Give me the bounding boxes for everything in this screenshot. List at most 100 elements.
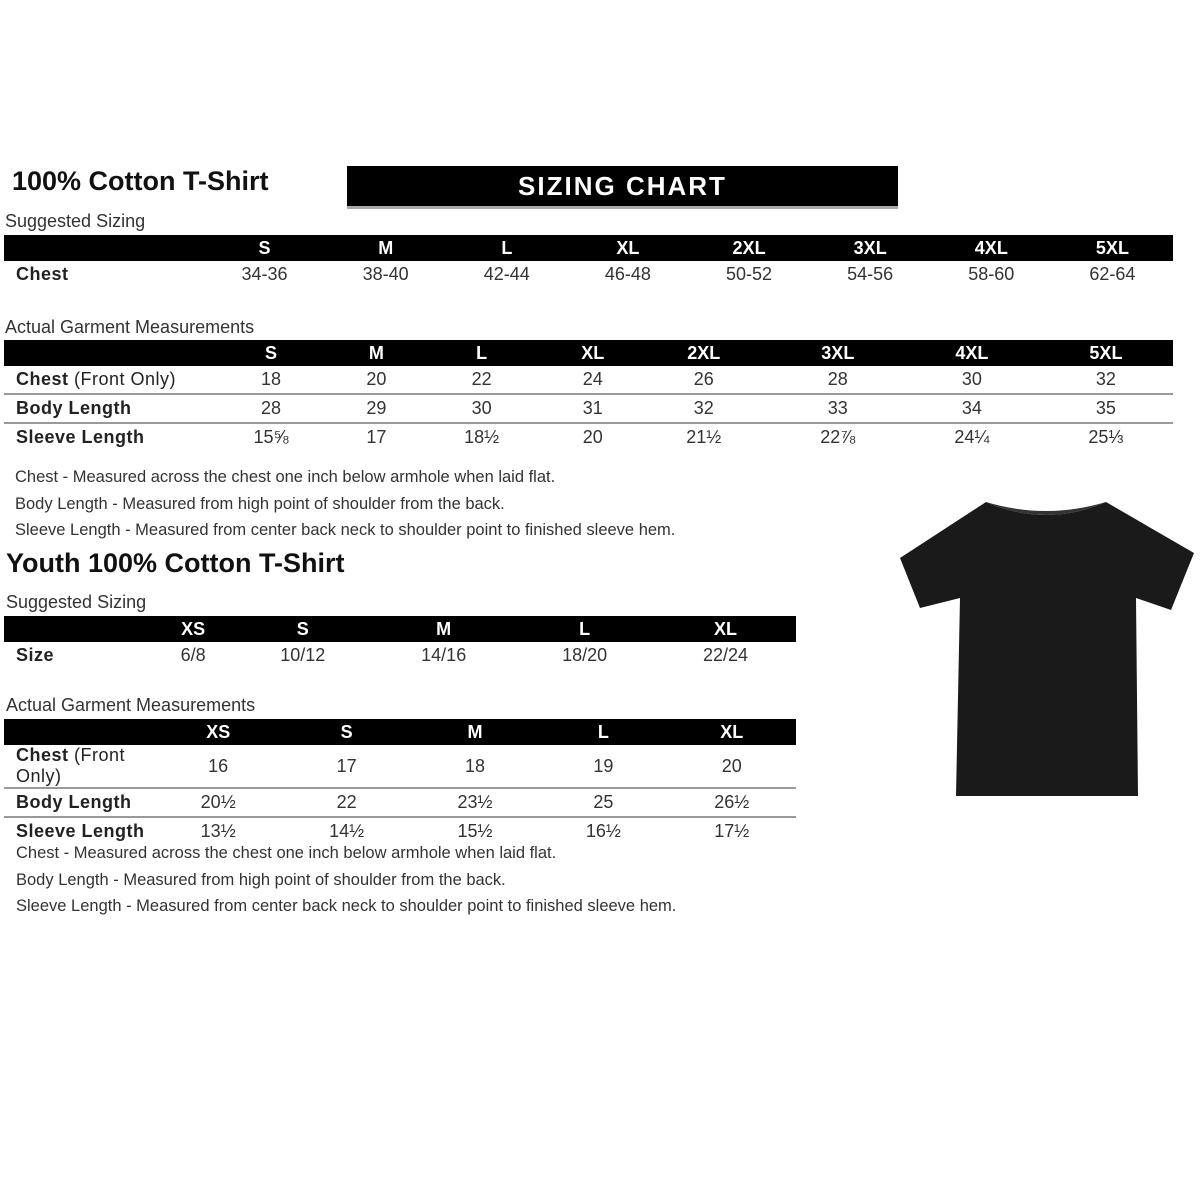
table-row: Sleeve Length 15⅝ 17 18½ 20 21½ 22⅞ 24¼ 25⅓ [4,423,1173,451]
youth-notes: Chest - Measured across the chest one in… [16,840,676,920]
youth-suggested-table: XS S M L XL Size 6/8 10/12 14/16 18/20 22/24 [4,616,796,669]
table-row: Chest (Front Only) 16 17 18 19 20 [4,745,796,789]
table-cell: 18½ [464,427,500,447]
size-header-row: XS S M L XL [4,719,796,745]
table-cell: 34 [904,394,1039,424]
table-cell: 14½ [329,821,365,841]
table-cell: 38-40 [362,264,409,284]
table-cell: 10/12 [280,645,326,665]
table-cell: 34-36 [241,264,288,284]
size-header: S [204,235,326,261]
size-header: M [373,616,515,642]
table-cell: 16 [154,745,283,789]
table-cell: 42-44 [483,264,530,284]
table-cell: 17 [366,427,387,447]
table-row: Chest 34-36 38-40 42-44 46-48 50-52 54-56 58-60… [4,261,1173,288]
table-cell: 18 [204,366,339,395]
note-line: Sleeve Length - Measured from center bac… [16,897,677,915]
table-cell: 24¼ [954,427,990,447]
table-cell: 46-48 [604,264,651,284]
table-cell: 20 [667,745,796,789]
table-cell: 16½ [585,821,621,841]
row-label: Chest [16,264,69,284]
size-header: 3XL [809,235,931,261]
table-cell: 22 [414,366,549,395]
note-line: Sleeve Length - Measured from center bac… [15,521,676,539]
table-cell: 23½ [410,788,540,818]
size-header: L [446,235,568,261]
table-cell: 13½ [200,821,236,841]
sizing-chart-banner: SIZING CHART [347,166,898,209]
size-header: 5XL [1051,235,1173,261]
table-cell: 50-52 [726,264,773,284]
size-header: L [414,340,549,366]
table-cell: 32 [636,394,771,424]
size-header: S [282,719,411,745]
table-cell: 25⅓ [1088,427,1124,447]
note-line: Body Length - Measured from high point o… [16,870,506,889]
size-header: XL [567,235,689,261]
tshirt-icon [900,502,1194,796]
size-header: XL [548,340,637,366]
row-label: Chest (Front Only) [4,745,154,789]
table-cell: 32 [1038,366,1173,395]
table-cell: 17 [282,745,411,789]
row-label: Sleeve Length [16,427,145,447]
size-header: 4XL [930,235,1052,261]
adult-title: 100% Cotton T-Shirt [12,166,269,196]
row-label: Body Length [4,788,154,818]
table-cell: 30 [414,394,549,424]
table-cell: 58-60 [968,264,1015,284]
size-header: XS [154,616,233,642]
adult-actual-table: S M L XL 2XL 3XL 4XL 5XL Chest (Front Only) 18 20 2… [4,340,1173,451]
size-header: 5XL [1038,340,1173,366]
table-row: Body Length 28 29 30 31 32 33 34 35 [4,394,1173,424]
size-header-row: S M L XL 2XL 3XL 4XL 5XL [4,340,1173,366]
table-row: Size 6/8 10/12 14/16 18/20 22/24 [4,642,796,669]
youth-suggested-label: Suggested Sizing [6,592,147,612]
size-header: S [204,340,339,366]
row-label: Body Length [4,394,204,424]
table-cell: 35 [1038,394,1173,424]
table-cell: 22 [282,788,411,818]
size-header: XL [667,719,796,745]
size-header: M [410,719,540,745]
size-header: M [338,340,415,366]
table-cell: 14/16 [421,645,467,665]
table-cell: 21½ [686,427,722,447]
table-cell: 28 [204,394,339,424]
table-row: Chest (Front Only) 18 20 22 24 26 28 30 32 [4,366,1173,395]
table-cell: 19 [539,745,668,789]
table-cell: 15⅝ [253,427,289,447]
table-cell: 6/8 [180,645,206,665]
adult-suggested-label: Suggested Sizing [5,211,146,231]
table-cell: 20½ [154,788,283,818]
row-label: Sleeve Length [16,821,145,841]
size-header: 2XL [636,340,771,366]
table-cell: 26 [636,366,771,395]
table-cell: 54-56 [847,264,894,284]
table-cell: 25 [539,788,668,818]
youth-actual-table: XS S M L XL Chest (Front Only) 16 17 18 19 20 Body … [4,719,796,845]
table-cell: 20 [582,427,603,447]
size-header: XS [154,719,283,745]
size-header: 4XL [904,340,1039,366]
size-header: 2XL [688,235,810,261]
table-cell: 24 [548,366,637,395]
adult-suggested-table: S M L XL 2XL 3XL 4XL 5XL Chest 34-36 38-40 42-44 46-… [4,235,1173,288]
note-line: Chest - Measured across the chest one in… [15,468,556,486]
size-header: XL [655,616,796,642]
youth-actual-label: Actual Garment Measurements [6,695,256,715]
adult-actual-label: Actual Garment Measurements [5,317,255,337]
table-cell: 29 [338,394,415,424]
note-line: Body Length - Measured from high point o… [15,494,505,513]
note-line: Chest - Measured across the chest one in… [16,844,557,862]
adult-notes: Chest - Measured across the chest one in… [15,464,675,544]
table-cell: 28 [770,366,905,395]
table-cell: 22⅞ [820,427,856,447]
table-cell: 26½ [667,788,796,818]
table-row: Body Length 20½ 22 23½ 25 26½ [4,788,796,818]
table-row: Sleeve Length 13½ 14½ 15½ 16½ 17½ [4,817,796,845]
size-header: L [514,616,656,642]
